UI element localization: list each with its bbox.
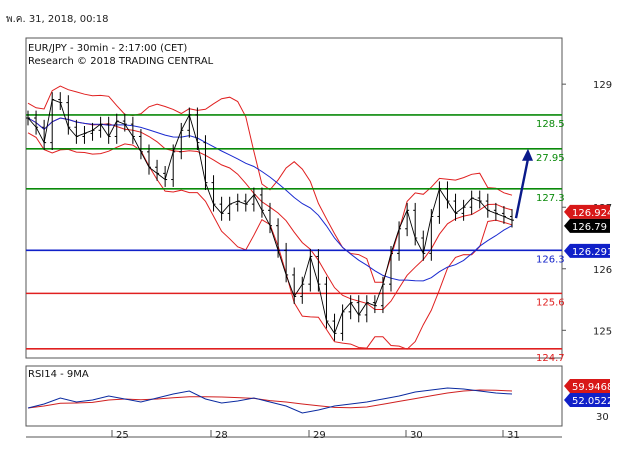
forecast-arrow-head [522,148,533,161]
x-tick-label-0: 25 [116,430,129,441]
bollinger-lower [27,132,513,350]
rsi-tag-label-0: 59.9468 [572,382,613,393]
price-line [27,98,513,335]
main-panel [25,37,563,359]
level-label-3: 126.3 [536,254,565,265]
rsi-tag-label-1: 52.0522 [572,396,613,407]
rsi-tag-1 [564,393,610,408]
y-tick-label-0: 125 [593,326,612,337]
rsi-panel [25,365,563,427]
rsi-ma-line [27,389,513,409]
y-tick-label-1: 126 [593,265,612,276]
level-label-1: 27.95 [536,153,565,164]
price-tag-0 [564,204,610,219]
level-label-0: 128.5 [536,119,565,130]
forecast-arrow-shaft [514,158,530,219]
x-tick-label-3: 30 [410,430,423,441]
price-tag-2 [564,243,610,258]
rsi-tag-0 [564,379,610,394]
rsi-line [27,387,513,414]
rsi-tick-label-0: 30 [596,412,609,423]
forecast-arrow-icon [514,148,533,219]
rsi-series [27,387,513,414]
chart-title: EUR/JPY - 30min - 2:17:00 (CET) [28,43,187,54]
timestamp: พ.ค. 31, 2018, 00:18 [6,14,109,25]
level-label-5: 124.7 [536,353,565,364]
level-label-2: 127.3 [536,193,565,204]
rsi-title: RSI14 - 9MA [28,369,89,380]
y-tick-label-3: 129 [593,80,612,91]
price-series [26,92,514,341]
price-tag-label-1: 126.79 [572,222,607,233]
price-tag-1 [564,218,610,233]
chart-subtitle: Research © 2018 TRADING CENTRAL [28,56,214,67]
price-tag-label-0: 126.924 [572,208,613,219]
level-label-4: 125.6 [536,297,565,308]
x-tick-label-1: 28 [215,430,228,441]
x-tick-label-4: 31 [507,430,520,441]
bollinger-upper [27,85,513,283]
x-tick-label-2: 29 [313,430,326,441]
price-tag-label-2: 126.291 [572,247,613,258]
